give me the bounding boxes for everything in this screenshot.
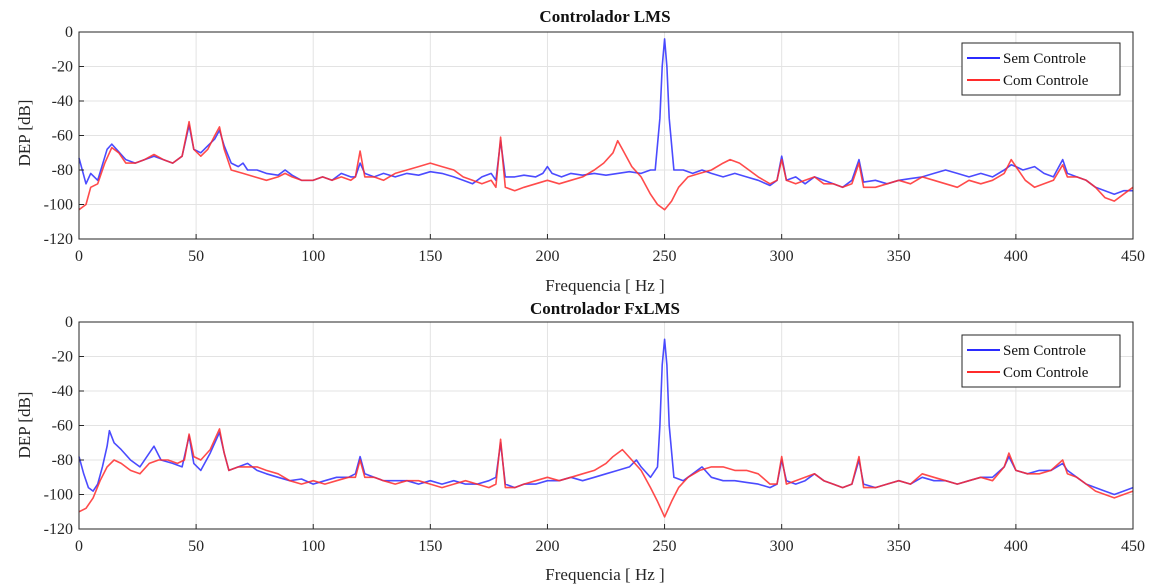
x-axis-label: Frequencia [ Hz ] xyxy=(545,565,664,584)
series-lines xyxy=(78,338,1134,518)
y-tick-label: -40 xyxy=(52,93,73,110)
legend-box xyxy=(961,42,1121,96)
axis-ticks: 0 50 100 150 200 250 300 350 400 450 0 -20 -40 -60 -80… xyxy=(44,24,1145,265)
legend-box xyxy=(961,334,1121,388)
y-tick-label: -60 xyxy=(52,418,73,435)
series-line-com-controle xyxy=(78,428,1134,518)
y-tick-label: 0 xyxy=(65,314,73,331)
x-tick-label: 450 xyxy=(1121,538,1145,555)
x-tick-label: 200 xyxy=(535,248,559,265)
y-tick-label: -120 xyxy=(44,521,73,538)
y-tick-label: -80 xyxy=(52,452,73,469)
y-tick-label: -80 xyxy=(52,162,73,179)
chart-lms: Controlador LMS DEP [dB] Frequencia [ Hz… xyxy=(15,7,1145,295)
x-tick-label: 150 xyxy=(418,538,442,555)
y-tick-label: -20 xyxy=(52,59,73,76)
y-tick-label: -120 xyxy=(44,231,73,248)
x-tick-label: 50 xyxy=(188,248,204,265)
legend-label-sem-controle: Sem Controle xyxy=(1003,343,1086,359)
x-tick-label: 350 xyxy=(887,248,911,265)
x-tick-label: 400 xyxy=(1004,248,1028,265)
y-axis-label: DEP [dB] xyxy=(15,100,34,167)
x-tick-label: 0 xyxy=(75,538,83,555)
chart-title: Controlador LMS xyxy=(539,7,670,26)
y-tick-label: -20 xyxy=(52,349,73,366)
x-tick-label: 450 xyxy=(1121,248,1145,265)
legend: Sem Controle Com Controle xyxy=(961,334,1121,388)
x-tick-label: 150 xyxy=(418,248,442,265)
axes-box xyxy=(78,31,1134,240)
x-tick-label: 350 xyxy=(887,538,911,555)
axis-ticks: 0 50 100 150 200 250 300 350 400 450 0 -20 -40 -60 -80… xyxy=(44,314,1145,555)
y-tick-label: -100 xyxy=(44,197,73,214)
x-tick-label: 250 xyxy=(653,248,677,265)
x-tick-label: 0 xyxy=(75,248,83,265)
x-tick-label: 100 xyxy=(301,248,325,265)
y-tick-label: -60 xyxy=(52,128,73,145)
axes-box xyxy=(78,321,1134,530)
x-tick-label: 250 xyxy=(653,538,677,555)
series-line-sem-controle xyxy=(78,38,1133,195)
y-tick-label: -40 xyxy=(52,383,73,400)
x-tick-label: 100 xyxy=(301,538,325,555)
legend-label-com-controle: Com Controle xyxy=(1003,73,1089,89)
series-line-sem-controle xyxy=(78,338,1134,496)
y-tick-label: -100 xyxy=(44,487,73,504)
series-line-com-controle xyxy=(78,120,1134,211)
x-tick-label: 200 xyxy=(535,538,559,555)
chart-title: Controlador FxLMS xyxy=(530,299,680,318)
series-lines xyxy=(78,38,1134,211)
x-tick-label: 50 xyxy=(188,538,204,555)
y-tick-label: 0 xyxy=(65,24,73,41)
legend-label-sem-controle: Sem Controle xyxy=(1003,51,1086,67)
chart-fxlms: Controlador FxLMS DEP [dB] Frequencia [ … xyxy=(15,299,1145,584)
x-tick-label: 300 xyxy=(770,248,794,265)
y-axis-label: DEP [dB] xyxy=(15,392,34,459)
legend: Sem Controle Com Controle xyxy=(961,42,1121,96)
x-tick-label: 300 xyxy=(770,538,794,555)
x-axis-label: Frequencia [ Hz ] xyxy=(545,276,664,295)
x-tick-label: 400 xyxy=(1004,538,1028,555)
legend-label-com-controle: Com Controle xyxy=(1003,365,1089,381)
